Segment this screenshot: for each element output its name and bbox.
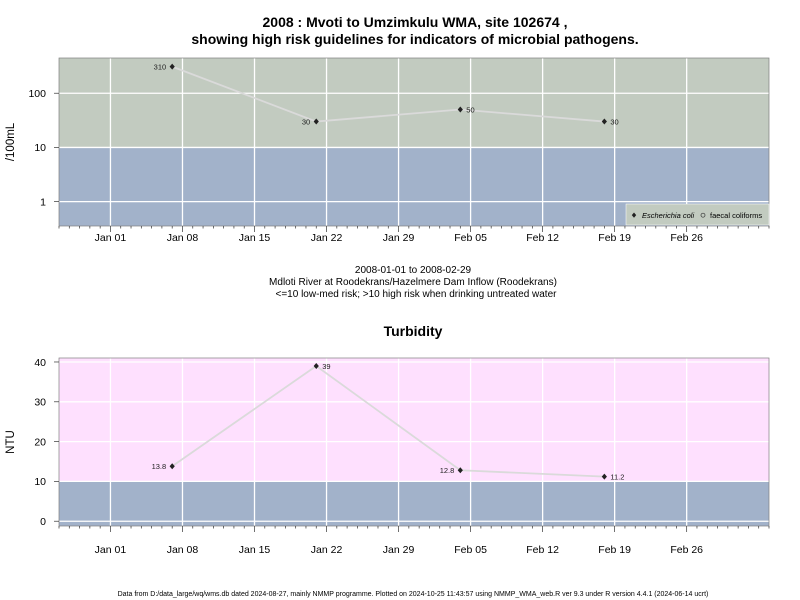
turbidity-y-tick-label: 40	[34, 357, 46, 369]
chart-title-line1: 2008 : Mvoti to Umzimkulu WMA, site 1026…	[263, 14, 568, 30]
caption-site-name: Mdloti River at Roodekrans/Hazelmere Dam…	[269, 277, 557, 288]
microbial-legend: Escherichia coli faecal coliforms	[625, 203, 770, 226]
microbial-x-tick-label: Feb 12	[526, 232, 559, 244]
microbial-data-label: 30	[610, 117, 618, 126]
turbidity-data-label: 39	[322, 362, 330, 371]
turbidity-data-label: 13.8	[152, 462, 167, 471]
turbidity-x-tick-label: Jan 01	[95, 544, 127, 556]
microbial-data-point	[601, 118, 607, 125]
turbidity-y-tick-label: 0	[40, 516, 46, 528]
legend-faecal-coliforms-label: faecal coliforms	[710, 211, 762, 220]
microbial-data-point	[169, 63, 175, 70]
turbidity-x-tick-label: Feb 26	[670, 544, 703, 556]
microbial-x-tick-label: Feb 19	[598, 232, 631, 244]
microbial-y-tick-label: 1	[40, 196, 46, 208]
turbidity-data-point	[457, 467, 463, 474]
turbidity-data-label: 12.8	[440, 466, 455, 475]
microbial-y-axis-label: /100mL	[5, 122, 17, 161]
turbidity-title: Turbidity	[384, 323, 443, 339]
turbidity-panel: 13.8 39 12.8 11.2 0 10 20 30 40 Jan 01 Jan 08 Jan…	[5, 357, 770, 556]
turbidity-data-point	[601, 473, 607, 480]
caption-guideline: <=10 low-med risk; >10 high risk when dr…	[276, 289, 558, 300]
microbial-data-label: 310	[154, 62, 167, 71]
microbial-data-point	[457, 106, 463, 113]
microbial-x-tick-label: Jan 29	[383, 232, 415, 244]
turbidity-x-tick-label: Feb 19	[598, 544, 631, 556]
microbial-high-risk-band	[59, 58, 769, 148]
turbidity-data-point	[169, 463, 175, 470]
microbial-series-line	[171, 65, 605, 123]
microbial-y-tick-label: 10	[34, 142, 46, 154]
turbidity-low-risk-band	[59, 481, 769, 526]
turbidity-x-tick-label: Jan 29	[383, 544, 415, 556]
microbial-y-tick-label: 100	[28, 88, 46, 100]
microbial-data-point	[313, 118, 319, 125]
turbidity-data-point	[313, 362, 319, 369]
microbial-x-tick-label: Jan 01	[95, 232, 127, 244]
turbidity-x-tick-label: Feb 05	[454, 544, 487, 556]
microbial-x-tick-label: Feb 05	[454, 232, 487, 244]
turbidity-y-axis-label: NTU	[5, 430, 17, 454]
turbidity-high-risk-band	[59, 358, 769, 482]
turbidity-y-tick-label: 20	[34, 436, 46, 448]
footer-note: Data from D:/data_large/wq/wms.db dated …	[118, 591, 709, 598]
microbial-data-label: 50	[466, 105, 474, 114]
legend-ecoli-marker	[631, 212, 637, 218]
turbidity-plot-frame	[58, 357, 770, 527]
caption-date-range: 2008-01-01 to 2008-02-29	[355, 265, 472, 276]
turbidity-x-tick-label: Jan 08	[167, 544, 199, 556]
chart-title-line2: showing high risk guidelines for indicat…	[191, 31, 638, 47]
microbial-x-tick-label: Feb 26	[670, 232, 703, 244]
microbial-panel: 310 30 50 30 1 10 100 Jan 01 Jan 08 Jan 15 Jan 2…	[5, 57, 770, 244]
legend-ecoli-label: Escherichia coli	[642, 211, 694, 220]
microbial-data-label: 30	[302, 117, 310, 126]
legend-faecal-coliforms-marker	[700, 212, 706, 218]
turbidity-series-line	[171, 364, 605, 478]
microbial-x-tick-label: Jan 08	[167, 232, 199, 244]
turbidity-y-tick-label: 30	[34, 397, 46, 409]
microbial-plot-frame	[58, 57, 770, 227]
turbidity-data-label: 11.2	[610, 472, 624, 481]
microbial-x-tick-label: Jan 15	[239, 232, 271, 244]
turbidity-x-tick-label: Feb 12	[526, 544, 559, 556]
turbidity-y-tick-label: 10	[34, 476, 46, 488]
turbidity-x-tick-label: Jan 22	[311, 544, 343, 556]
turbidity-x-tick-label: Jan 15	[239, 544, 271, 556]
microbial-x-tick-label: Jan 22	[311, 232, 343, 244]
